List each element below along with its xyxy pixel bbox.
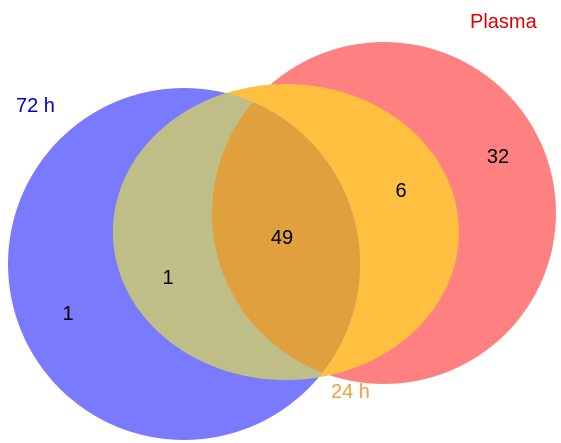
set-label-plasma: Plasma [470,11,538,33]
set-label-24h: 24 h [331,381,370,403]
count-all-three: 49 [271,227,293,249]
count-72h-only: 1 [62,303,73,325]
count-plasma-only: 32 [487,146,509,168]
set-label-72h: 72 h [16,95,55,117]
count-plasma-24h: 6 [395,180,406,202]
count-72h-24h: 1 [162,267,173,289]
